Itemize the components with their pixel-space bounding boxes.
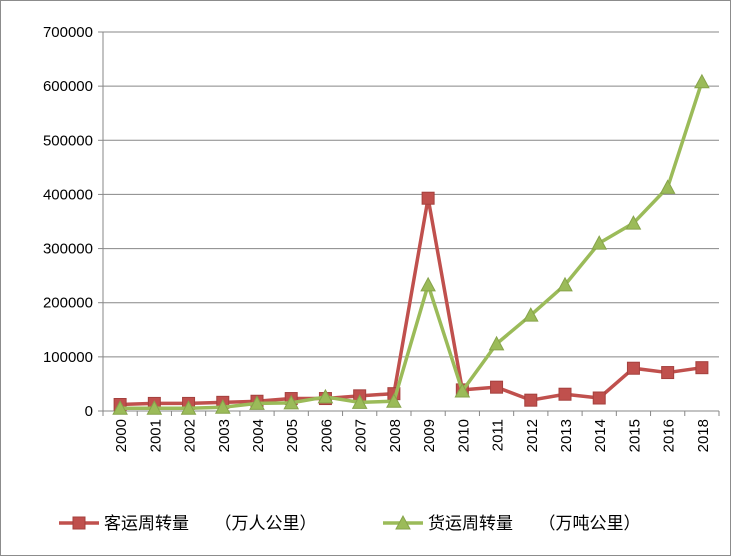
series-line bbox=[120, 196, 703, 407]
x-tick-label: 2002 bbox=[182, 419, 199, 452]
gridlines bbox=[103, 31, 719, 358]
legend: 客运周转量 （万人公里） 货运周转量 （万吨公里） bbox=[59, 514, 641, 534]
x-tick-label: 2005 bbox=[284, 419, 301, 452]
y-axis-ticks: 0 100000 200000 300000 400000 500000 600000 700… bbox=[43, 24, 103, 420]
legend-item-1: 客运周转量 （万人公里） bbox=[59, 514, 317, 534]
x-tick-label: 2004 bbox=[250, 419, 267, 452]
x-tick-label: 2001 bbox=[147, 419, 164, 452]
x-tick-label: 2014 bbox=[592, 419, 609, 452]
legend-marker-triangle bbox=[395, 514, 411, 530]
y-tick-label: 600000 bbox=[43, 78, 93, 95]
y-tick-label: 400000 bbox=[43, 186, 93, 203]
y-tick-label: 500000 bbox=[43, 132, 93, 149]
x-tick-label: 2016 bbox=[661, 419, 678, 452]
x-tick-label: 2012 bbox=[524, 419, 541, 452]
x-tick-label: 2007 bbox=[353, 419, 370, 452]
data-point-triangle bbox=[283, 394, 300, 410]
data-point-triangle bbox=[454, 382, 471, 398]
y-tick-label: 200000 bbox=[43, 295, 93, 312]
legend-item-2: 货运周转量 （万吨公里） bbox=[383, 514, 641, 534]
data-point-triangle bbox=[351, 394, 368, 409]
data-point-triangle bbox=[112, 400, 128, 415]
x-tick-label: 2018 bbox=[695, 419, 712, 452]
x-tick-label: 2003 bbox=[216, 419, 233, 452]
y-tick-label: 700000 bbox=[43, 24, 93, 41]
data-point-square bbox=[626, 361, 640, 375]
axes bbox=[102, 32, 719, 412]
data-point-triangle bbox=[522, 307, 539, 322]
x-tick-label: 2013 bbox=[558, 419, 575, 452]
data-point-triangle bbox=[488, 335, 505, 351]
x-tick-label: 2011 bbox=[490, 419, 507, 451]
data-point-triangle bbox=[214, 399, 231, 414]
series-layer bbox=[112, 73, 710, 415]
data-point-triangle bbox=[180, 400, 197, 415]
data-point-square bbox=[558, 387, 572, 401]
x-tick-label: 2008 bbox=[387, 419, 404, 452]
x-tick-label: 2000 bbox=[113, 419, 130, 452]
data-point-square bbox=[421, 191, 435, 205]
series-line bbox=[120, 81, 704, 411]
legend-marker-square bbox=[72, 516, 86, 530]
y-tick-label: 0 bbox=[85, 403, 93, 420]
x-tick-label: 2015 bbox=[626, 419, 643, 452]
series-1 bbox=[113, 191, 709, 412]
series-2 bbox=[112, 73, 710, 415]
x-axis-ticks: 2000 2001 2002 2003 2004 2005 2006 2007 2008 2009… bbox=[102, 411, 720, 452]
data-point-triangle bbox=[249, 395, 265, 410]
data-point-triangle bbox=[420, 276, 436, 292]
data-point-triangle bbox=[694, 73, 710, 89]
data-point-triangle bbox=[386, 393, 402, 408]
x-tick-label: 2009 bbox=[421, 419, 438, 452]
legend-label: 客运周转量 （万人公里） bbox=[104, 514, 317, 534]
x-tick-label: 2010 bbox=[455, 419, 472, 452]
legend-label: 货运周转量 （万吨公里） bbox=[428, 514, 641, 534]
data-point-square bbox=[695, 361, 709, 375]
x-tick-label: 2006 bbox=[318, 419, 335, 452]
data-point-triangle bbox=[591, 235, 608, 250]
data-point-triangle bbox=[625, 215, 642, 230]
y-tick-label: 100000 bbox=[43, 349, 93, 366]
data-point-square bbox=[524, 393, 538, 407]
data-point-square bbox=[592, 391, 606, 405]
data-point-triangle bbox=[146, 400, 163, 415]
data-point-square bbox=[490, 380, 504, 394]
data-point-square bbox=[661, 366, 675, 380]
data-point-triangle bbox=[317, 388, 334, 404]
data-point-triangle bbox=[557, 276, 573, 292]
data-point-triangle bbox=[659, 179, 676, 194]
y-tick-label: 300000 bbox=[43, 241, 93, 258]
